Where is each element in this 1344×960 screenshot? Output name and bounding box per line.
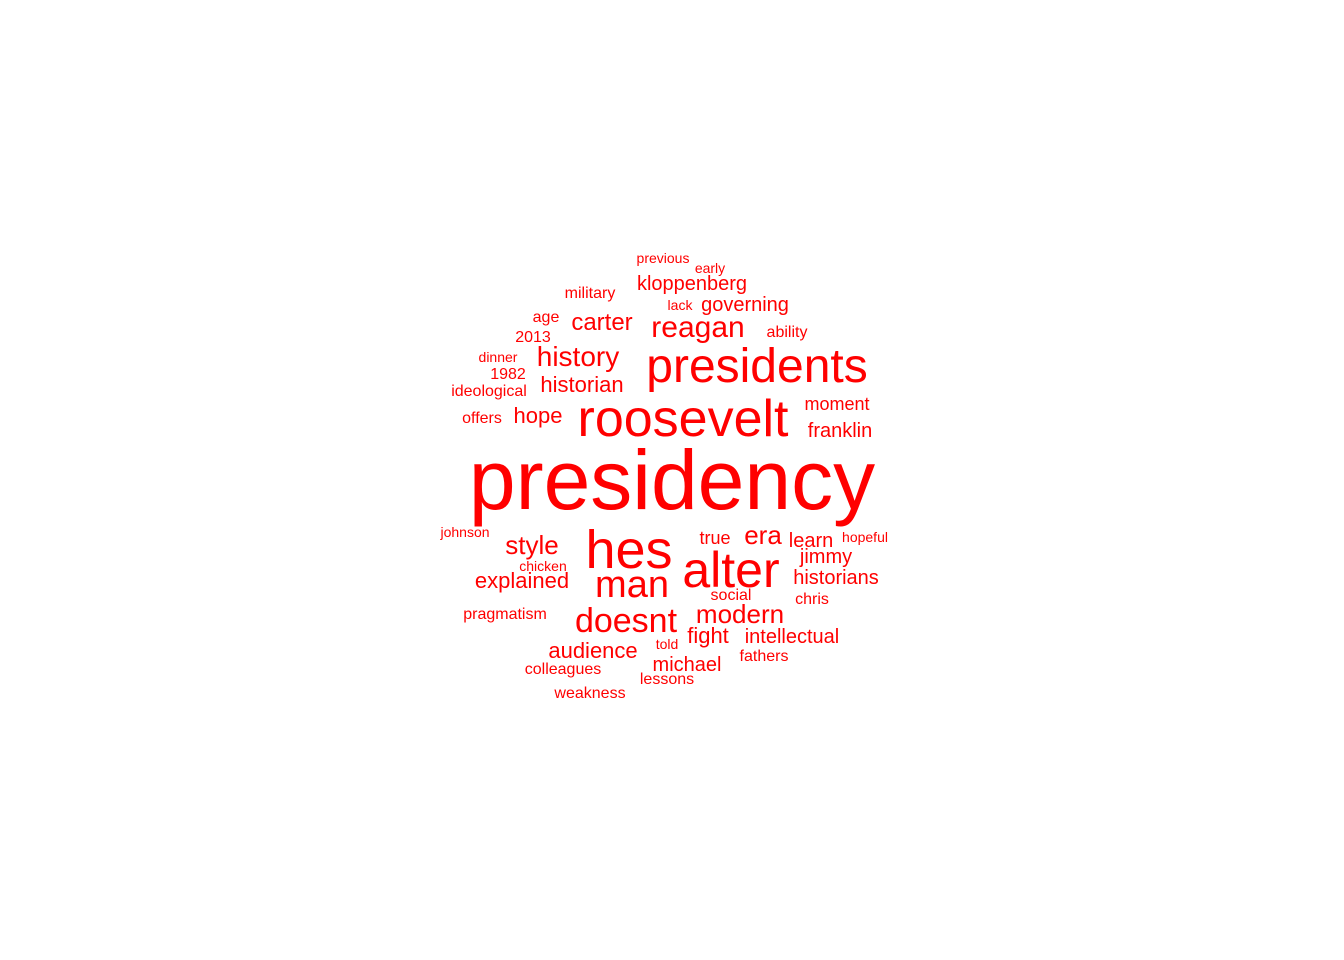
word: told	[655, 636, 679, 652]
word: reagan	[651, 311, 745, 344]
word: presidents	[646, 340, 868, 393]
word: pragmatism	[463, 606, 547, 623]
word: chicken	[519, 558, 567, 574]
word: ability	[766, 324, 808, 341]
word: presidency	[468, 433, 876, 527]
word: alter	[682, 542, 780, 598]
word: true	[699, 528, 731, 548]
word: colleagues	[524, 661, 602, 678]
word: dinner	[478, 349, 518, 365]
word: governing	[701, 294, 789, 316]
word: jimmy	[799, 546, 853, 568]
word: franklin	[807, 420, 873, 442]
word: social	[710, 587, 752, 604]
word: roosevelt	[577, 390, 789, 448]
word: military	[564, 285, 616, 302]
word: offers	[462, 410, 502, 427]
word: moment	[804, 394, 870, 414]
word: lessons	[639, 671, 695, 688]
word: chris	[795, 591, 829, 608]
word: hopeful	[842, 529, 888, 545]
word: kloppenberg	[636, 273, 748, 295]
word: 1982	[490, 366, 526, 383]
word: doesnt	[574, 602, 678, 640]
word: man	[595, 564, 669, 606]
word: historian	[540, 372, 624, 397]
word: fathers	[739, 648, 789, 665]
word: carter	[571, 309, 633, 336]
word: previous	[636, 250, 690, 266]
word: learn	[788, 530, 834, 552]
word: michael	[652, 654, 722, 676]
word: modern	[695, 599, 785, 629]
word: ideological	[451, 383, 527, 400]
word: era	[744, 520, 782, 550]
word: 2013	[515, 329, 551, 346]
word: age	[532, 309, 560, 326]
word: hes	[585, 520, 673, 580]
word: explained	[474, 568, 570, 593]
word: weakness	[554, 685, 626, 702]
word: intellectual	[744, 626, 840, 648]
word: lack	[667, 297, 693, 313]
word: historians	[793, 567, 879, 589]
word: johnson	[440, 524, 490, 540]
word: early	[694, 260, 726, 276]
word: history	[536, 341, 620, 372]
word: fight	[687, 623, 729, 648]
word: style	[505, 530, 559, 560]
word: hope	[513, 403, 563, 428]
word: audience	[548, 638, 638, 663]
